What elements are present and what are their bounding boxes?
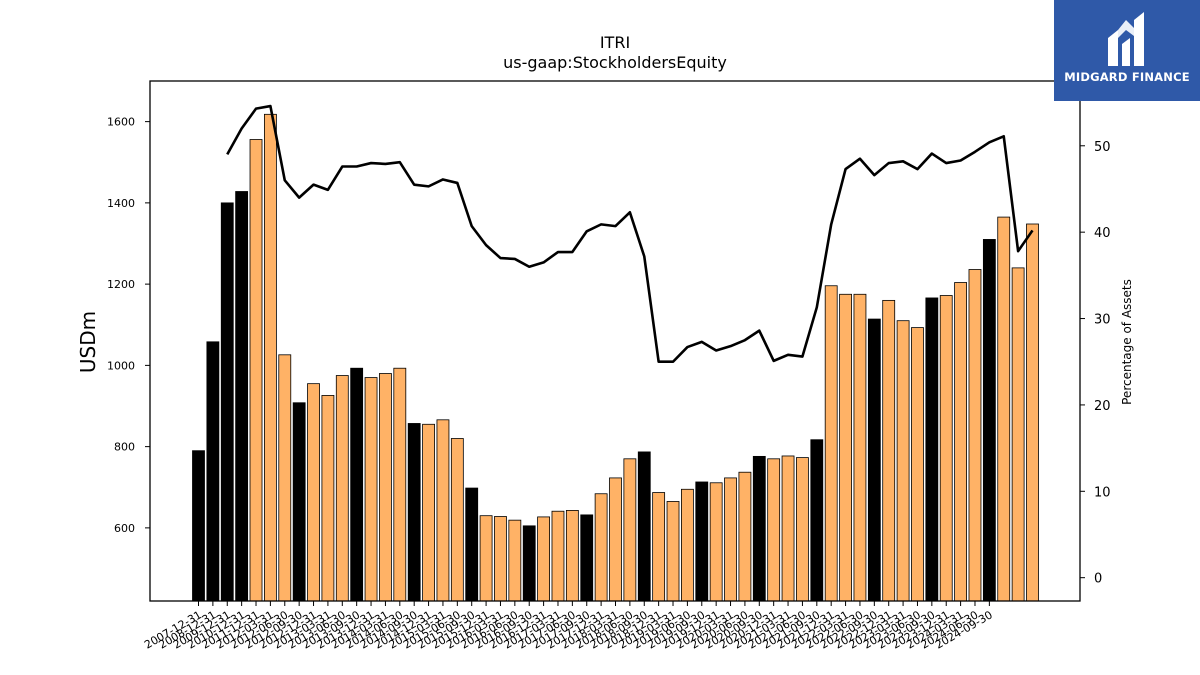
bar: [666, 501, 680, 602]
percentage-line-layer: [226, 104, 1034, 364]
bar: [494, 516, 507, 602]
bar: [580, 514, 594, 602]
brand-logo: MIDGARD FINANCE: [1054, 0, 1200, 101]
y-tick-label: 800: [114, 441, 135, 454]
bar: [896, 320, 910, 602]
bar: [350, 367, 364, 602]
bar: [235, 191, 249, 602]
bar: [853, 293, 867, 602]
bar: [321, 395, 335, 602]
bar: [882, 299, 896, 602]
bar: [220, 202, 234, 602]
bar: [623, 458, 637, 602]
bar: [867, 318, 881, 602]
y-axis-label: USDm: [76, 311, 100, 373]
bar: [450, 438, 464, 602]
bar: [307, 383, 320, 602]
bar: [292, 402, 306, 602]
bar: [537, 516, 550, 602]
bar: [522, 525, 536, 602]
y2-tick-label: 30: [1094, 313, 1111, 328]
bar: [335, 375, 349, 602]
bar: [709, 482, 723, 602]
bar: [695, 481, 709, 602]
bar: [1026, 223, 1039, 602]
y-axis: 600 800 1000 1200 1400 1600: [107, 116, 150, 535]
bar: [767, 458, 781, 602]
bar: [839, 293, 852, 602]
y2-tick-label: 20: [1094, 399, 1111, 414]
y2-tick-label: 50: [1094, 140, 1111, 155]
chart-title: ITRI: [600, 33, 630, 52]
bar: [796, 457, 809, 602]
y-tick-label: 1600: [107, 116, 135, 129]
bar: [609, 477, 622, 602]
y2-tick-label: 10: [1094, 485, 1111, 500]
bar: [738, 471, 752, 602]
bar: [206, 341, 220, 602]
bar: [407, 423, 421, 602]
bar: [652, 492, 666, 602]
bar: [681, 488, 694, 602]
y-tick-label: 1400: [107, 197, 135, 210]
bar: [1011, 267, 1025, 602]
bar: [422, 423, 435, 602]
bar: [637, 451, 651, 602]
bar: [724, 477, 737, 602]
bar: [278, 354, 292, 602]
logo-text: MIDGARD FINANCE: [1064, 70, 1190, 84]
bar: [465, 487, 479, 602]
bar: [982, 239, 996, 602]
bar: [565, 510, 579, 602]
bar: [752, 455, 766, 602]
y2-tick-label: 0: [1094, 572, 1102, 587]
bar: [393, 367, 407, 602]
bar: [263, 113, 277, 602]
bar: [364, 377, 378, 602]
chart-subtitle: us-gaap:StockholdersEquity: [503, 53, 727, 72]
bar: [939, 295, 953, 602]
y2-axis: 0 10 20 30 40 50: [1080, 140, 1111, 587]
y2-axis-label: Percentage of Assets: [1120, 279, 1134, 405]
bar: [508, 519, 522, 602]
y-tick-label: 600: [114, 522, 135, 535]
bar: [436, 419, 450, 602]
bar: [479, 515, 493, 602]
bar: [997, 216, 1011, 602]
y-tick-label: 1200: [107, 278, 135, 291]
midgard-logo-icon: [1108, 12, 1144, 66]
y2-tick-label: 40: [1094, 226, 1111, 241]
y-tick-label: 1000: [107, 359, 135, 372]
bar: [379, 373, 392, 602]
bar: [781, 455, 795, 602]
bar: [925, 297, 939, 602]
bar: [810, 439, 824, 602]
bar: [551, 510, 565, 602]
bar: [954, 282, 967, 602]
percentage-line: [226, 104, 1034, 364]
x-axis: 2007-12-312008-12-312009-12-312010-12-31…: [142, 601, 995, 652]
bar: [594, 493, 608, 602]
bar: [192, 450, 205, 602]
bar: [824, 285, 838, 602]
bar: [968, 269, 982, 602]
bar: [249, 139, 263, 602]
bar: [911, 327, 924, 602]
